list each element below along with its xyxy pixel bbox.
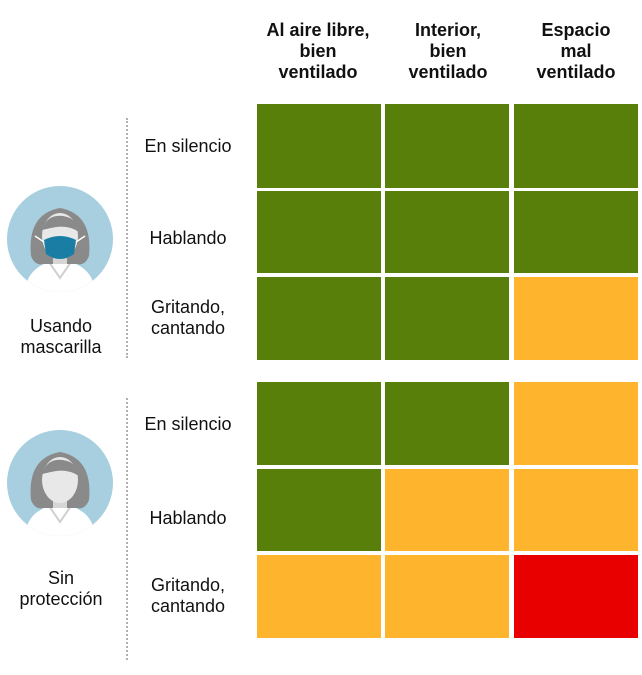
row-label-talking: Hablando — [130, 196, 246, 280]
row-label-text: En silencio — [144, 135, 232, 156]
row-label-shouting: Gritando, cantando — [130, 554, 246, 638]
column-header-line: ventilado — [408, 62, 488, 82]
risk-cell — [514, 277, 638, 360]
column-header-line: ventilado — [536, 62, 616, 82]
group-label-line: Usando — [29, 316, 93, 336]
risk-cell — [385, 382, 509, 465]
risk-cell — [514, 104, 638, 188]
column-header-line: ventilado — [278, 62, 358, 82]
row-label-silent: En silencio — [130, 382, 246, 466]
column-header-line: Al aire libre, — [266, 20, 370, 40]
column-header-outdoor: Al aire libre, bien ventilado — [254, 20, 382, 83]
risk-cell — [514, 191, 638, 273]
row-label-text: Hablando — [149, 507, 227, 528]
column-header-poorly-ventilated: Espacio mal ventilado — [512, 20, 640, 83]
row-label-line: cantando — [150, 596, 226, 616]
row-label-text: En silencio — [144, 413, 232, 434]
column-header-line: Espacio — [541, 20, 611, 40]
column-header-line: mal — [560, 41, 592, 61]
risk-cell — [514, 469, 638, 551]
group-divider-masked — [126, 118, 128, 358]
row-label-line: Gritando, — [150, 575, 226, 595]
group-label-line: protección — [19, 589, 103, 609]
risk-cell — [514, 555, 638, 638]
risk-cell — [385, 277, 509, 360]
risk-cell — [514, 382, 638, 465]
risk-cell — [257, 382, 381, 465]
risk-cell — [257, 469, 381, 551]
column-header-line: bien — [429, 41, 467, 61]
row-label-line: Gritando, — [150, 297, 226, 317]
masked-person-icon — [7, 186, 113, 292]
group-label-masked: Usando mascarilla — [0, 316, 122, 358]
risk-cell — [257, 277, 381, 360]
row-label-silent: En silencio — [130, 104, 246, 188]
group-label-line: mascarilla — [20, 337, 102, 357]
risk-cell — [385, 104, 509, 188]
row-label-shouting: Gritando, cantando — [130, 276, 246, 360]
risk-cell — [385, 555, 509, 638]
risk-cell — [257, 191, 381, 273]
column-header-line: bien — [299, 41, 337, 61]
row-label-text: Hablando — [149, 227, 227, 248]
risk-cell — [385, 191, 509, 273]
risk-cell — [257, 104, 381, 188]
unprotected-person-icon — [7, 430, 113, 536]
risk-cell — [385, 469, 509, 551]
risk-cell — [257, 555, 381, 638]
group-divider-unprotected — [126, 398, 128, 660]
group-label-line: Sin — [47, 568, 74, 588]
row-label-talking: Hablando — [130, 476, 246, 560]
group-label-unprotected: Sin protección — [0, 568, 122, 610]
column-header-indoor: Interior, bien ventilado — [384, 20, 512, 83]
column-header-line: Interior, — [414, 20, 481, 40]
row-label-line: cantando — [150, 318, 226, 338]
